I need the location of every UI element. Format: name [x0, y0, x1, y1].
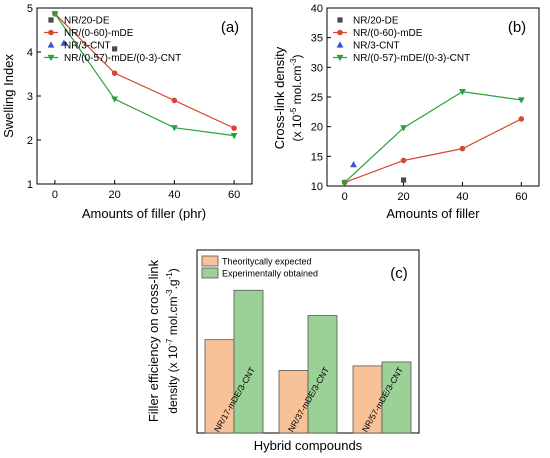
b-ylabel-unit-exp: -3 — [289, 58, 298, 66]
y-tick-label-a: 1 — [27, 179, 33, 191]
legend-label-b: NR/(0-57)-mDE/(0-3)-CNT — [353, 53, 470, 64]
data-point-nr-0-60-mde — [171, 97, 178, 104]
c-ylabel-exp: -7 — [165, 338, 174, 346]
x-axis-label-a: Amounts of filler (phr) — [82, 206, 206, 221]
c-ylabel-unit-exp: -3 — [165, 289, 174, 297]
bar-experimentally-obtained — [381, 361, 412, 434]
x-tick-label-a: 40 — [168, 189, 180, 201]
data-point-nr-0-60-mde — [518, 116, 525, 122]
x-tick-label-b: 40 — [456, 191, 468, 203]
x-tick-label-a: 60 — [228, 189, 240, 201]
data-point-nr-0-60-mde — [231, 125, 237, 131]
legend-label-b: NR/(0-60)-mDE — [353, 28, 423, 39]
panel-label-b: (b) — [508, 19, 526, 36]
series-line-nr-0-57-mde-0-3-cnt — [54, 13, 235, 137]
x-tick-label-b: 60 — [515, 191, 527, 203]
legend-label-a: NR/3-CNT — [64, 41, 111, 52]
legend-marker-nr-20-de — [48, 17, 54, 23]
y-tick-label-b: 30 — [311, 62, 323, 74]
legend-label-b: NR/3-CNT — [353, 41, 400, 52]
data-point-nr-0-60-mde — [459, 145, 466, 152]
y-axis-label-b-line1: Cross-link density — [272, 46, 287, 149]
legend-marker-nr-3-cnt — [336, 41, 344, 48]
legend-label-a: NR/(0-60)-mDE — [64, 28, 134, 39]
legend-marker-nr-0-60-mde — [337, 29, 343, 36]
data-point-nr-0-57-mde-0-3-cnt — [517, 97, 525, 104]
y-axis-label-c-line1: Filler efficiency on cross-link — [146, 259, 161, 422]
y-tick-label-b: 15 — [311, 151, 323, 163]
y-axis-label-c-line2: density (x 10-7 mol.cm-3.g-1) — [165, 268, 180, 413]
x-axis-label-c: Hybrid compounds — [254, 438, 363, 453]
y-tick-label-b: 40 — [311, 3, 323, 15]
legend-label-a: NR/(0-57)-mDE/(0-3)-CNT — [64, 53, 181, 64]
data-point-nr-0-57-mde-0-3-cnt — [170, 125, 178, 132]
data-point-nr-20-de — [400, 177, 407, 183]
data-point-nr-0-57-mde-0-3-cnt — [341, 179, 349, 187]
legend-label-a: NR/20-DE — [64, 16, 110, 27]
data-point-nr-0-57-mde-0-3-cnt — [51, 11, 59, 18]
legend-marker-nr-0-57-mde-0-3-cnt — [47, 54, 55, 62]
data-point-nr-0-60-mde — [400, 157, 407, 164]
y-tick-label-a: 5 — [27, 3, 33, 15]
x-tick-label-a: 0 — [52, 189, 58, 201]
bar-theoritycally-expected — [352, 365, 383, 434]
legend-marker-nr-0-60-mde — [48, 29, 54, 36]
panel-label-a: (a) — [221, 19, 239, 36]
bar-experimentally-obtained — [307, 315, 338, 434]
b-ylabel-unit: mol.cm — [290, 66, 304, 108]
c-ylabel-unit2-exp: -1 — [165, 272, 174, 280]
panel-label-c: (c) — [390, 265, 408, 282]
y-tick-label-a: 4 — [27, 47, 33, 59]
y-tick-label-b: 10 — [311, 181, 323, 193]
data-point-nr-0-57-mde-0-3-cnt — [400, 125, 407, 132]
bar-theoritycally-expected — [278, 370, 309, 434]
chart-b: (b) Cross-link density (x 10-5 mol.cm-3)… — [272, 3, 540, 221]
c-ylabel-close: ) — [166, 268, 180, 272]
legend-marker-nr-0-57-mde-0-3-cnt — [336, 54, 344, 62]
legend-swatch-experimentally-obtained — [201, 267, 219, 279]
data-point-nr-20-de — [112, 46, 118, 52]
x-tick-label-b: 0 — [342, 191, 348, 203]
data-point-nr-0-60-mde — [111, 70, 118, 76]
y-tick-label-a: 2 — [27, 135, 33, 147]
y-tick-label-b: 25 — [311, 92, 323, 104]
data-point-nr-0-57-mde-0-3-cnt — [459, 89, 466, 96]
c-ylabel-prefix: density (x 10 — [166, 345, 180, 413]
data-point-nr-3-cnt — [350, 161, 357, 168]
legend-label-c: Theoritycally expected — [222, 257, 312, 267]
legend-marker-nr-20-de — [337, 17, 343, 23]
x-axis-label-b: Amounts of filler — [386, 206, 480, 221]
c-ylabel-unit2: .g — [166, 279, 180, 289]
x-tick-label-b: 20 — [397, 191, 409, 203]
y-tick-label-b: 35 — [311, 33, 323, 45]
legend-swatch-theoritycally-expected — [201, 255, 219, 267]
series-line-nr-0-60-mde — [54, 13, 235, 129]
y-tick-label-b: 20 — [311, 122, 323, 134]
chart-a: (a) Swelling Index Amounts of filler (ph… — [1, 3, 253, 221]
b-ylabel-prefix: (x 10 — [290, 114, 304, 141]
y-axis-label-a: Swelling Index — [1, 54, 16, 138]
y-axis-label-b-line2: (x 10-5 mol.cm-3) — [289, 55, 304, 142]
c-ylabel-unit: mol.cm — [166, 297, 180, 339]
b-ylabel-exp: -5 — [289, 107, 298, 115]
x-tick-label-a: 20 — [109, 189, 121, 201]
bar-experimentally-obtained — [233, 289, 264, 434]
y-tick-label-a: 3 — [27, 91, 33, 103]
series-line-nr-0-57-mde-0-3-cnt — [344, 91, 522, 183]
data-point-nr-0-57-mde-0-3-cnt — [230, 133, 238, 140]
data-point-nr-0-57-mde-0-3-cnt — [111, 96, 119, 103]
legend-label-c: Experimentally obtained — [222, 269, 318, 279]
legend-marker-nr-3-cnt — [47, 41, 55, 48]
b-ylabel-close: ) — [290, 55, 304, 59]
series-line-nr-0-60-mde — [344, 118, 522, 184]
legend-c: Theoritycally expected Experimentally obt… — [201, 255, 318, 279]
chart-c: (c) Filler efficiency on cross-link dens… — [146, 249, 420, 453]
data-point-nr-3-cnt — [60, 39, 68, 46]
legend-label-b: NR/20-DE — [353, 16, 399, 27]
